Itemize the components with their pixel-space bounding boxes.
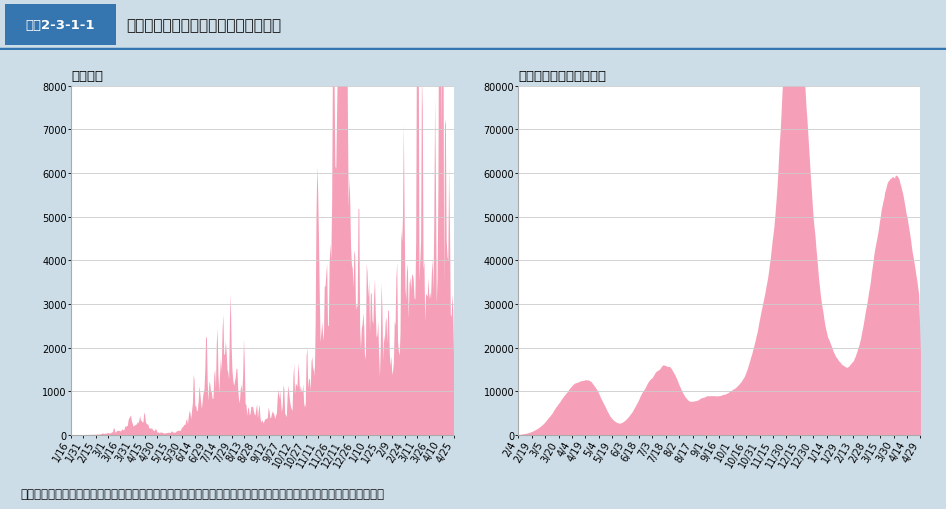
Text: 図表2-3-1-1: 図表2-3-1-1: [26, 19, 96, 32]
FancyBboxPatch shape: [5, 5, 116, 46]
Text: 入院治療を要する者の数: 入院治療を要する者の数: [518, 70, 606, 82]
Text: 陽性者数及び入院治療を要する者の数: 陽性者数及び入院治療を要する者の数: [126, 18, 281, 33]
Text: 資料：厚生労働省ホームページ公表データより厚生労働省政策統括官付政策立案・評価担当参事官室において作成。: 資料：厚生労働省ホームページ公表データより厚生労働省政策統括官付政策立案・評価担…: [21, 487, 385, 500]
Text: 陽性者数: 陽性者数: [71, 70, 103, 82]
